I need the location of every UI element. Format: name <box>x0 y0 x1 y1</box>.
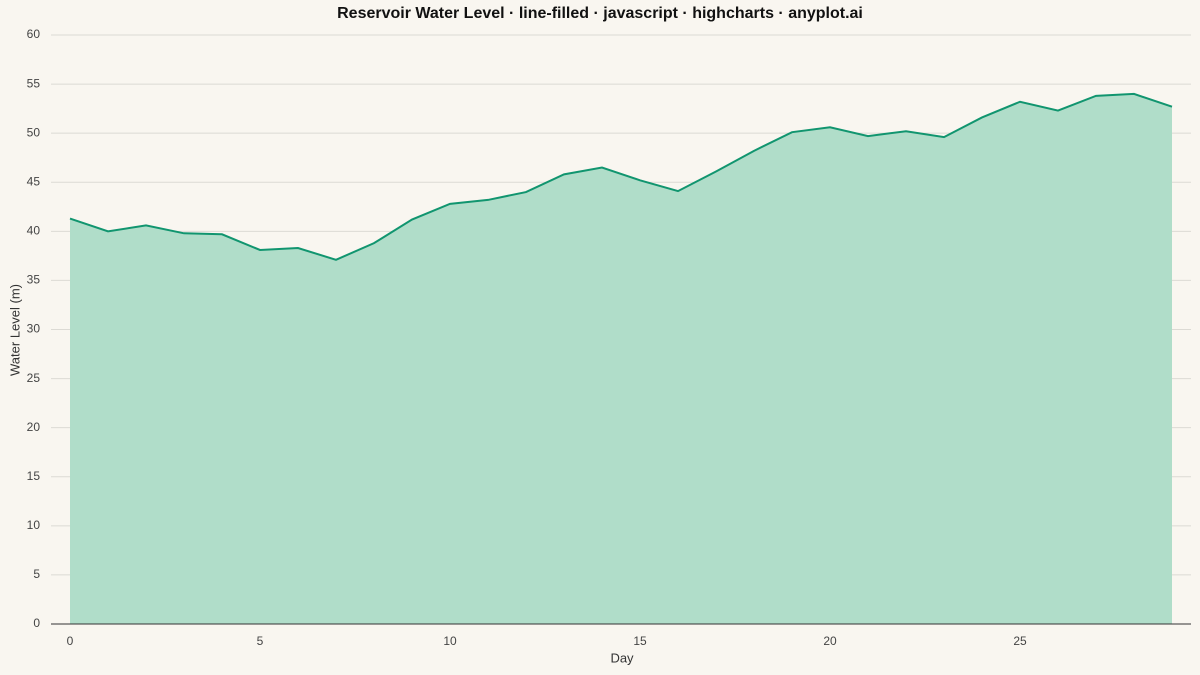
y-tick-label: 5 <box>33 567 40 581</box>
y-tick-label: 25 <box>27 371 41 385</box>
y-tick-label: 0 <box>33 616 40 630</box>
x-tick-label: 20 <box>823 634 837 648</box>
y-tick-label: 45 <box>27 174 41 188</box>
area-fill <box>70 93 1172 624</box>
y-tick-label: 15 <box>27 469 41 483</box>
line <box>69 92 1173 261</box>
y-tick-label: 10 <box>27 518 41 532</box>
x-tick-label: 5 <box>257 634 264 648</box>
x-tick-label: 15 <box>633 634 647 648</box>
y-tick-label: 35 <box>27 273 41 287</box>
y-axis-title: Water Level (m) <box>7 284 22 376</box>
y-tick-label: 60 <box>27 27 41 41</box>
y-tick-label: 50 <box>27 125 41 139</box>
x-tick-label: 25 <box>1013 634 1027 648</box>
y-tick-label: 55 <box>27 76 41 90</box>
x-tick-label: 0 <box>67 634 74 648</box>
chart-title: Reservoir Water Level · line-filled · ja… <box>337 5 863 22</box>
y-tick-label: 40 <box>27 224 41 238</box>
y-tick-label: 30 <box>27 322 41 336</box>
x-axis-title: Day <box>610 650 634 665</box>
x-tick-label: 10 <box>443 634 457 648</box>
y-tick-label: 20 <box>27 420 41 434</box>
